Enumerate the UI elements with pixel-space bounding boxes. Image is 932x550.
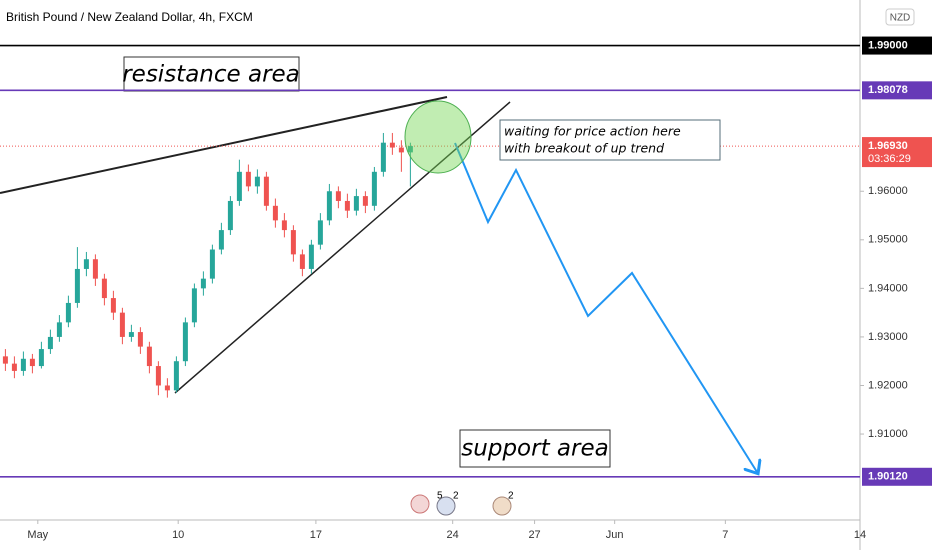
y-tick-label: 1.95000	[868, 234, 908, 246]
candle-body	[164, 385, 170, 391]
candle-body	[29, 358, 35, 367]
candle-body	[362, 196, 368, 206]
event-count: 2	[508, 491, 514, 502]
candle-body	[137, 332, 143, 347]
support-box	[459, 429, 611, 468]
event-count: 2	[453, 491, 459, 502]
candle-body	[146, 346, 152, 367]
candle-body	[263, 176, 269, 206]
target-zone	[404, 100, 472, 174]
candle-body	[209, 249, 215, 279]
candle-body	[155, 366, 161, 386]
price-line-label-box	[862, 36, 932, 55]
currency-label: NZD	[890, 13, 911, 24]
x-tick-label: May	[27, 529, 48, 541]
price-line-label: 1.98078	[868, 84, 908, 96]
candle-body	[371, 171, 377, 206]
note-line: with breakout of up trend	[504, 141, 664, 156]
x-tick-label: 10	[172, 529, 184, 541]
projection-path	[454, 142, 757, 472]
candle-body	[2, 356, 8, 364]
candle-body	[92, 259, 98, 279]
x-tick-label: Jun	[606, 529, 624, 541]
y-tick-label: 1.93000	[868, 331, 908, 343]
x-tick-label: 27	[528, 529, 540, 541]
candle-body	[119, 312, 125, 337]
y-tick-label: 1.94000	[868, 282, 908, 294]
candle-body	[173, 361, 179, 391]
candle-body	[299, 254, 305, 269]
candle-body	[398, 147, 404, 153]
candle-body	[272, 205, 278, 221]
resistance-trendline	[0, 96, 448, 194]
candle-body	[74, 268, 80, 303]
y-tick-label: 1.92000	[868, 379, 908, 391]
x-tick-label: 14	[854, 529, 866, 541]
candle-body	[182, 322, 188, 362]
price-line-label: 1.99000	[868, 39, 908, 51]
candle-body	[83, 259, 89, 269]
candle-body	[38, 349, 44, 367]
candle-body	[11, 363, 17, 371]
last-price-label: 1.96930	[868, 140, 908, 152]
candle-body	[218, 230, 224, 250]
event-icon[interactable]	[410, 494, 430, 514]
candle-body	[326, 191, 332, 221]
candle-body	[407, 146, 413, 153]
candle-body	[56, 322, 62, 337]
candle-body	[317, 220, 323, 245]
support-trendline	[174, 101, 511, 394]
price-line-label: 1.90120	[868, 471, 908, 483]
candle-body	[20, 358, 26, 371]
candle-body	[335, 191, 341, 201]
candle-body	[101, 278, 107, 299]
candle-body	[389, 142, 395, 148]
last-price-box	[862, 137, 932, 168]
y-tick-label: 1.96000	[868, 185, 908, 197]
candle-body	[254, 176, 260, 187]
candle-body	[290, 230, 296, 255]
candle-body	[128, 332, 134, 337]
candle-body	[200, 278, 206, 289]
candle-body	[380, 142, 386, 172]
x-tick-label: 24	[447, 529, 459, 541]
candle-body	[236, 171, 242, 201]
candle-body	[47, 336, 53, 350]
plot-area	[0, 96, 860, 472]
support-label: support area	[461, 436, 608, 462]
candle-body	[245, 171, 251, 187]
countdown-label: 03:36:29	[868, 153, 911, 165]
candle-body	[344, 200, 350, 211]
candle-body	[353, 196, 359, 211]
price-line-label-box	[862, 81, 932, 100]
candle-body	[65, 302, 71, 323]
event-icon[interactable]	[492, 496, 512, 516]
candle-body	[191, 288, 197, 323]
x-tick-label: 7	[722, 529, 728, 541]
y-tick-label: 1.91000	[868, 428, 908, 440]
y-tick-label: 2.00000	[868, 0, 908, 3]
x-tick-label: 17	[310, 529, 322, 541]
candle-body	[281, 220, 287, 231]
price-line-label-box	[862, 467, 932, 486]
event-count: 5	[437, 491, 443, 502]
candle-body	[227, 200, 233, 231]
candle-body	[308, 244, 314, 269]
currency-badge	[885, 8, 915, 26]
note-box	[499, 119, 721, 161]
chart-title: British Pound / New Zealand Dollar, 4h, …	[6, 10, 253, 24]
note-line: waiting for price action here	[504, 124, 681, 139]
resistance-label: resistance area	[122, 62, 300, 88]
event-icon[interactable]	[436, 496, 456, 516]
candle-body	[110, 298, 116, 313]
